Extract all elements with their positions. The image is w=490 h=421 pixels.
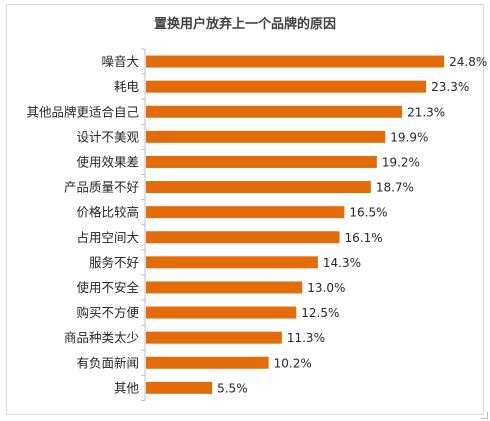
chart-title: 置换用户放弃上一个品牌的原因 xyxy=(153,17,336,32)
category-label: 商品种类太少 xyxy=(64,330,139,345)
bar xyxy=(146,331,282,344)
value-label: 21.3% xyxy=(407,105,445,119)
category-label: 耗电 xyxy=(114,79,140,94)
value-label: 13.0% xyxy=(307,281,345,295)
category-label: 价格比较高 xyxy=(76,205,139,220)
bar xyxy=(146,356,269,369)
value-label: 10.2% xyxy=(274,356,312,370)
category-label: 使用不安全 xyxy=(76,280,139,295)
category-label: 其他品牌更适合自己 xyxy=(26,104,139,119)
value-label: 16.1% xyxy=(345,231,383,245)
bar xyxy=(146,381,213,394)
bar xyxy=(146,231,340,244)
value-label: 5.5% xyxy=(217,381,248,395)
bar xyxy=(146,130,386,143)
value-label: 14.3% xyxy=(323,256,361,270)
value-label: 16.5% xyxy=(349,206,387,220)
category-label: 产品质量不好 xyxy=(64,180,139,195)
resize-handle xyxy=(481,412,488,419)
value-label: 19.2% xyxy=(382,155,420,169)
bar xyxy=(146,155,377,168)
category-label: 服务不好 xyxy=(89,255,139,270)
value-label: 12.5% xyxy=(301,306,339,320)
bar xyxy=(146,55,445,68)
category-label: 其他 xyxy=(114,380,140,395)
category-label: 购买不方便 xyxy=(76,305,139,320)
bar xyxy=(146,206,345,219)
category-label: 使用效果差 xyxy=(76,154,139,169)
category-label: 有负面新闻 xyxy=(76,355,139,370)
category-label: 设计不美观 xyxy=(76,129,139,144)
bar xyxy=(146,306,297,319)
value-label: 18.7% xyxy=(376,181,414,195)
value-label: 11.3% xyxy=(287,331,325,345)
value-label: 23.3% xyxy=(431,80,469,94)
value-label: 19.9% xyxy=(390,130,428,144)
category-label: 噪音大 xyxy=(101,54,139,69)
bar xyxy=(146,181,371,194)
category-label: 占用空间大 xyxy=(76,230,139,245)
bar xyxy=(146,281,303,294)
bar xyxy=(146,256,318,269)
bar xyxy=(146,105,403,118)
value-label: 24.8% xyxy=(449,55,487,69)
bar xyxy=(146,80,427,93)
